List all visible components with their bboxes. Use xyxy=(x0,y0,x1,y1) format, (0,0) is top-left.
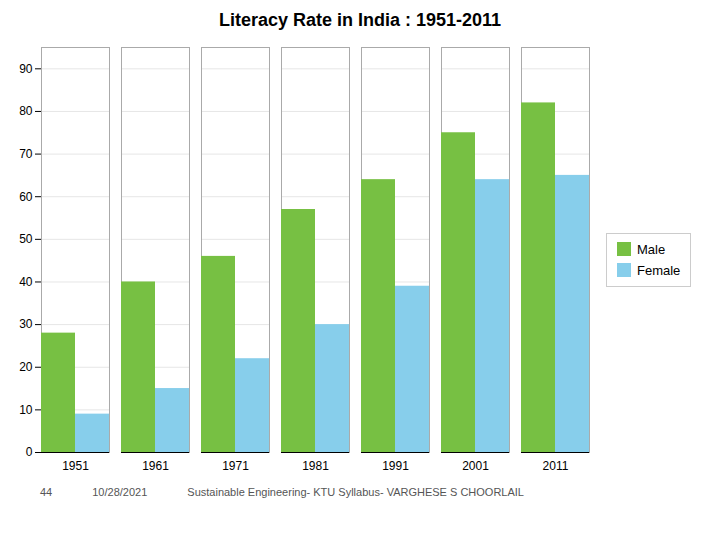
svg-text:60: 60 xyxy=(19,190,33,204)
html-text:Sustainable Engineering- KTU S: Sustainable Engineering- KTU Syllabus- V… xyxy=(187,486,524,498)
svg-text:90: 90 xyxy=(19,62,33,76)
svg-text:80: 80 xyxy=(19,104,33,118)
html-text:Female: Female xyxy=(637,262,681,278)
html-text:44: 44 xyxy=(40,486,53,498)
svg-text:1981: 1981 xyxy=(302,459,329,473)
svg-text:0: 0 xyxy=(26,445,33,459)
html-text:Male: Male xyxy=(637,241,666,257)
svg-text:1951: 1951 xyxy=(62,459,89,473)
svg-text:1961: 1961 xyxy=(142,459,169,473)
html-text:Literacy Rate in India : 1951-: Literacy Rate in India : 1951-2011 xyxy=(218,10,502,30)
svg-text:20: 20 xyxy=(19,360,33,374)
svg-text:10: 10 xyxy=(19,403,33,417)
svg-text:2011: 2011 xyxy=(543,459,569,473)
svg-text:1991: 1991 xyxy=(382,459,409,473)
svg-text:1971: 1971 xyxy=(222,459,249,473)
html-text:10/28/2021: 10/28/2021 xyxy=(92,486,148,498)
svg-text:40: 40 xyxy=(19,275,33,289)
svg-text:2001: 2001 xyxy=(462,459,489,473)
svg-text:70: 70 xyxy=(19,147,33,161)
svg-text:50: 50 xyxy=(19,232,33,246)
svg-text:30: 30 xyxy=(19,317,33,331)
